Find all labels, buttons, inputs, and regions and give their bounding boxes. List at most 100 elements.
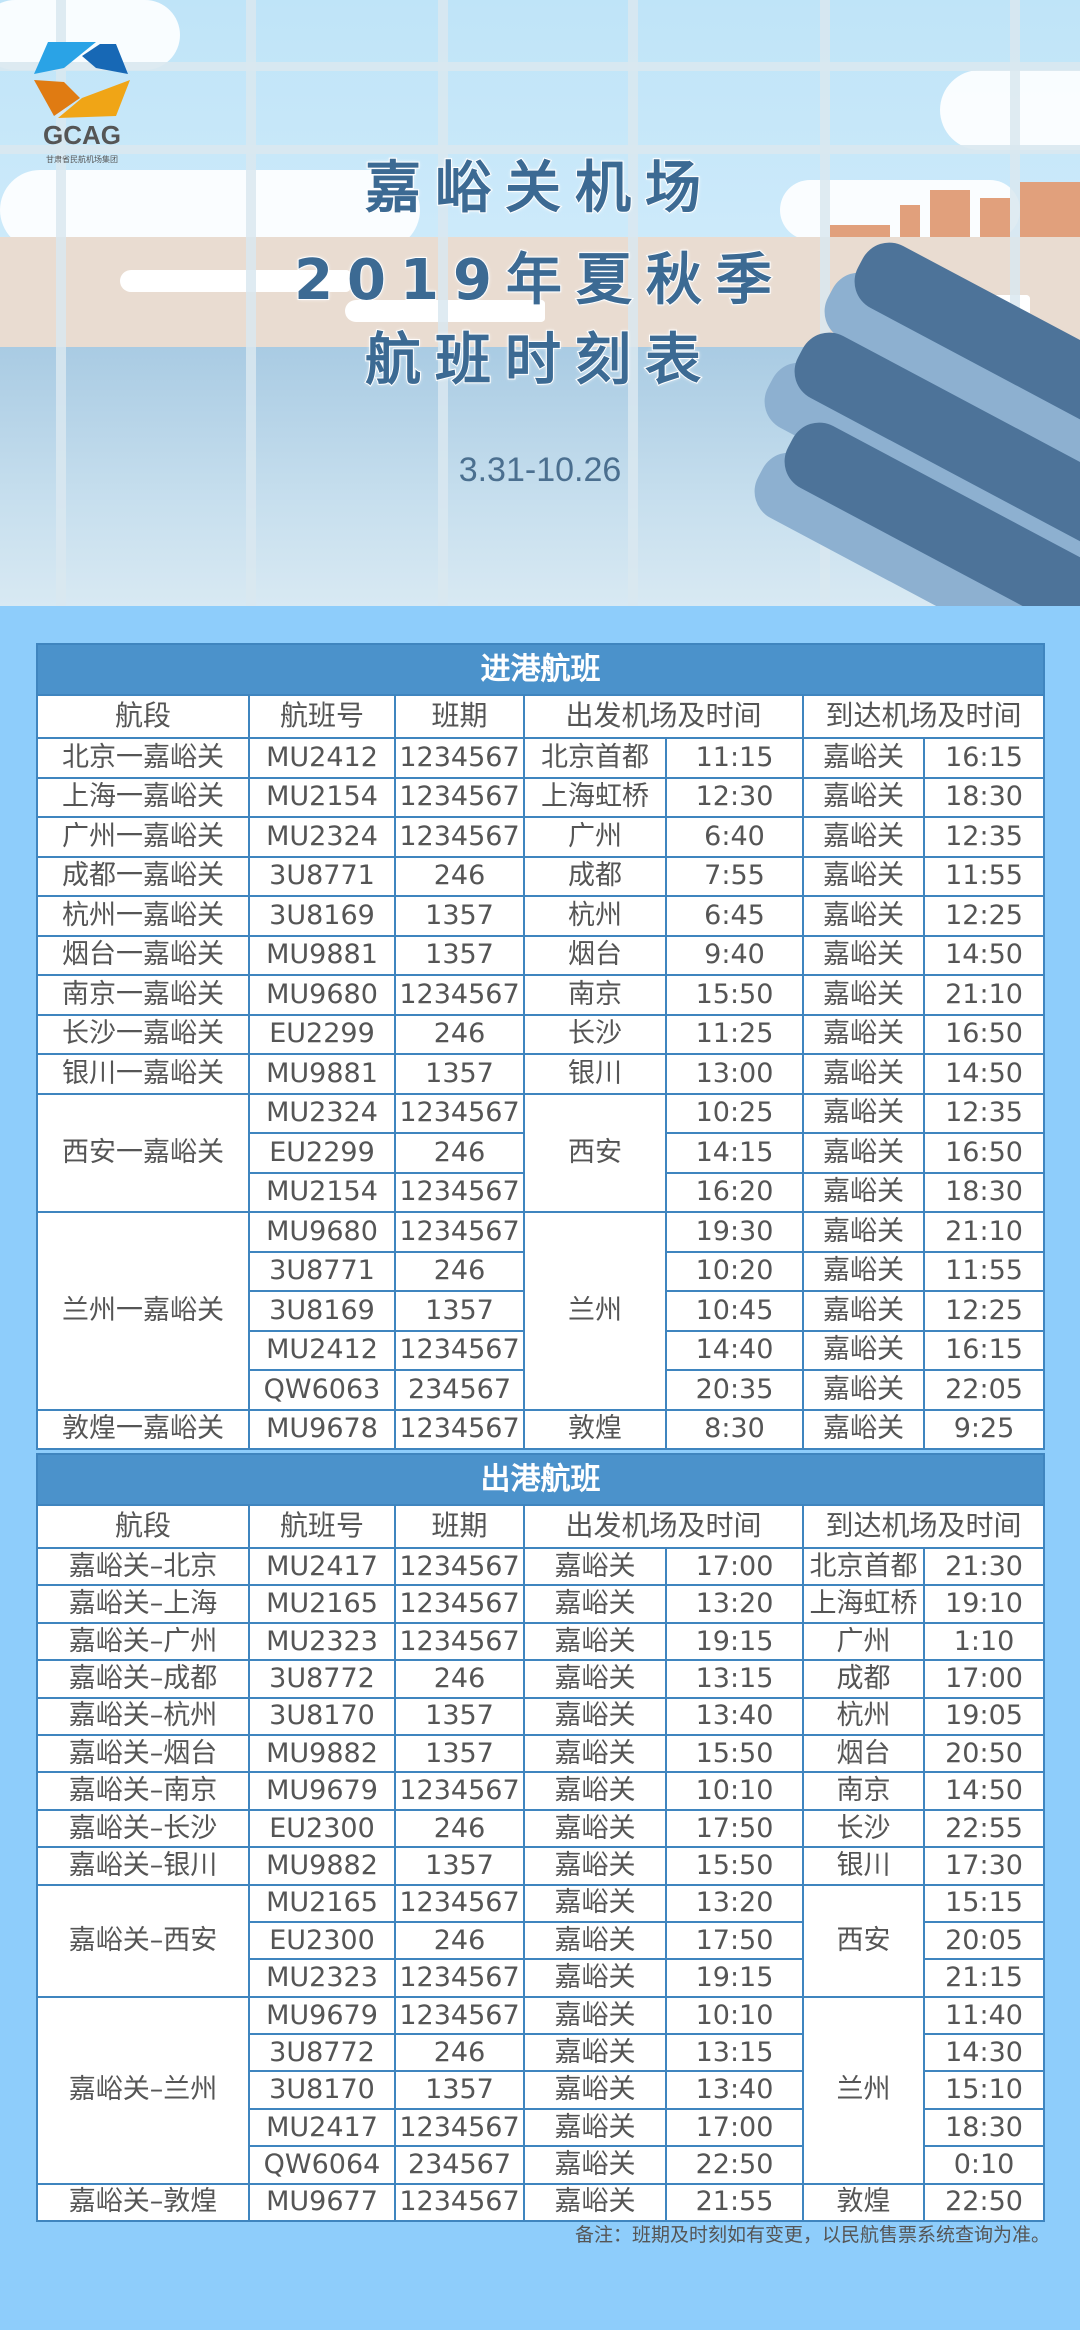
arr-time-cell: 16:50	[922, 1013, 1046, 1055]
flight-row: MU2417 1234567 嘉峪关 17:00 18:30	[37, 2107, 1046, 2148]
dep-time-cell: 10:20	[665, 1250, 804, 1292]
date-range: 3.31-10.26	[458, 451, 622, 489]
arr-time-cell: 21:30	[922, 1546, 1046, 1587]
flight-cell: 3U8771	[248, 1250, 396, 1292]
flight-cell: EU2299	[248, 1013, 396, 1055]
window-frame	[0, 62, 1080, 71]
col-days: 班期	[394, 694, 525, 739]
dep-time-cell: 14:40	[665, 1329, 804, 1371]
arr-airport-cell: 嘉峪关	[802, 1013, 925, 1055]
dep-time-cell: 6:45	[665, 895, 804, 937]
dep-airport-cell: 银川	[523, 1053, 667, 1095]
flight-row: 嘉峪关–南京 MU9679 1234567 嘉峪关 10:10 南京 14:50	[36, 1771, 1046, 1811]
flight-cell: 3U8170	[248, 1696, 396, 1736]
dep-time-cell: 15:50	[665, 1846, 804, 1886]
flight-row: 北京一嘉峪关 MU2412 1234567 北京首都 11:15 嘉峪关 16:15	[36, 737, 1046, 779]
city-building	[900, 205, 920, 237]
arr-airport-cell: 嘉峪关	[802, 1092, 925, 1134]
arrivals-table: 进港航班 航段 航班号 班期 出发机场及时间 到达机场及时间 北京一嘉峪关 MU2…	[35, 643, 1046, 1450]
arr-time-cell: 15:10	[922, 2070, 1046, 2110]
dep-time-cell: 20:35	[665, 1369, 804, 1411]
days-cell: 1234567	[394, 1883, 525, 1923]
dep-airport-cell: 兰州	[523, 1211, 667, 1411]
dep-airport-cell: 嘉峪关	[523, 1696, 667, 1736]
flight-cell: MU2154	[248, 776, 396, 818]
window-frame	[0, 145, 1080, 154]
flight-row: EU2299 246 14:15 嘉峪关 16:50	[37, 1132, 1046, 1174]
dep-airport-cell: 嘉峪关	[523, 1883, 667, 1923]
dep-airport-cell: 敦煌	[523, 1408, 667, 1450]
segment-cell: 嘉峪关–杭州	[36, 1696, 250, 1736]
flight-row: 3U8169 1357 10:45 嘉峪关 12:25	[37, 1290, 1046, 1332]
segment-cell: 嘉峪关–南京	[36, 1771, 250, 1811]
flight-cell: MU2417	[248, 2107, 396, 2148]
window-frame	[56, 0, 66, 606]
arr-time-cell: 1:10	[922, 1621, 1046, 1662]
arr-time-cell: 9:25	[922, 1408, 1046, 1450]
segment-cell: 南京一嘉峪关	[36, 974, 250, 1016]
arr-time-cell: 16:15	[922, 1329, 1046, 1371]
dep-time-cell: 11:25	[665, 1013, 804, 1055]
flight-row: 3U8772 246 嘉峪关 13:15 14:30	[37, 2033, 1046, 2073]
arr-airport-cell: 兰州	[802, 1995, 925, 2185]
city-building	[980, 198, 1010, 237]
arr-time-cell: 12:25	[922, 1290, 1046, 1332]
flight-row: 嘉峪关–广州 MU2323 1234567 嘉峪关 19:15 广州 1:10	[36, 1621, 1046, 1662]
arr-airport-cell: 嘉峪关	[802, 1171, 925, 1213]
arr-airport-cell: 长沙	[802, 1808, 925, 1849]
flight-cell: MU9882	[248, 1846, 396, 1886]
arr-time-cell: 22:55	[922, 1808, 1046, 1849]
arr-time-cell: 15:15	[922, 1883, 1046, 1923]
col-flight: 航班号	[248, 1504, 396, 1549]
title-line-1: 嘉峪关机场	[364, 156, 715, 221]
flight-cell: MU2165	[248, 1584, 396, 1624]
dep-airport-cell: 长沙	[523, 1013, 667, 1055]
days-cell: 1234567	[394, 2182, 525, 2223]
window-frame	[1010, 0, 1020, 606]
days-cell: 246	[394, 1808, 525, 1849]
dep-airport-cell: 南京	[523, 974, 667, 1016]
window-frame	[628, 0, 638, 606]
segment-cell: 兰州一嘉峪关	[36, 1211, 250, 1411]
segment-cell: 西安一嘉峪关	[36, 1092, 250, 1213]
flight-cell: MU9881	[248, 934, 396, 976]
flight-cell: EU2300	[248, 1808, 396, 1849]
flight-cell: 3U8771	[248, 855, 396, 897]
dep-time-cell: 19:30	[665, 1211, 804, 1253]
days-cell: 1234567	[394, 974, 525, 1016]
title-line-2: 2019年夏秋季	[293, 248, 786, 313]
dep-time-cell: 10:25	[665, 1092, 804, 1134]
segment-cell: 杭州一嘉峪关	[36, 895, 250, 937]
arr-time-cell: 14:50	[922, 1053, 1046, 1095]
flight-row: 3U8170 1357 嘉峪关 13:40 15:10	[37, 2070, 1046, 2110]
days-cell: 1234567	[394, 1771, 525, 1811]
arr-airport-cell: 上海虹桥	[802, 1584, 925, 1624]
dep-time-cell: 13:20	[665, 1584, 804, 1624]
flight-row: 上海一嘉峪关 MU2154 1234567 上海虹桥 12:30 嘉峪关 18:30	[36, 776, 1046, 818]
city-building	[930, 190, 970, 237]
arr-time-cell: 18:30	[922, 1171, 1046, 1213]
flight-cell: MU9679	[248, 1995, 396, 2036]
col-arrival: 到达机场及时间	[801, 694, 1046, 739]
dep-time-cell: 13:40	[665, 1696, 804, 1736]
dep-airport-cell: 嘉峪关	[523, 1808, 667, 1849]
footnote: 备注：班期及时刻如有变更，以民航售票系统查询为准。	[574, 2224, 1050, 2246]
dep-time-cell: 17:50	[665, 1920, 804, 1961]
dep-airport-cell: 嘉峪关	[523, 1659, 667, 1699]
flight-cell: 3U8170	[248, 2070, 396, 2110]
flight-cell: MU2412	[248, 1329, 396, 1371]
flight-cell: EU2300	[248, 1920, 396, 1961]
days-cell: 1357	[394, 1733, 525, 1774]
arr-time-cell: 18:30	[922, 776, 1046, 818]
arr-airport-cell: 嘉峪关	[802, 776, 925, 818]
days-cell: 1357	[394, 895, 525, 937]
gcag-logo	[34, 42, 130, 118]
arr-time-cell: 21:10	[922, 1211, 1046, 1253]
departures-table: 出港航班 航段 航班号 班期 出发机场及时间 到达机场及时间 嘉峪关–北京 MU2…	[35, 1453, 1046, 2223]
arr-airport-cell: 嘉峪关	[802, 855, 925, 897]
days-cell: 246	[394, 2033, 525, 2073]
arr-time-cell: 17:30	[922, 1846, 1046, 1886]
airplane	[120, 270, 350, 292]
days-cell: 1234567	[394, 737, 525, 779]
flight-row: 3U8771 246 10:20 嘉峪关 11:55	[37, 1250, 1046, 1292]
